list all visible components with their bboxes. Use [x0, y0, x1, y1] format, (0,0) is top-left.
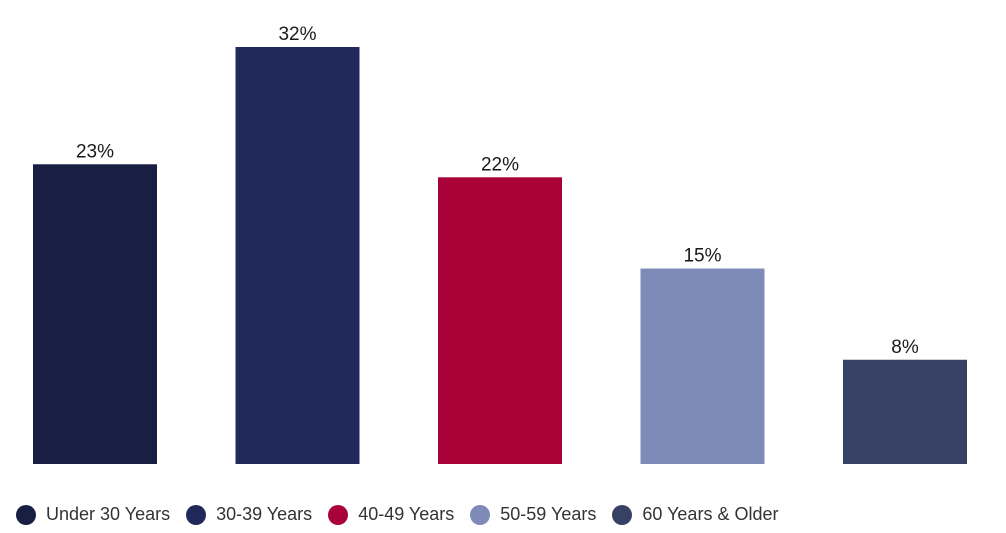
legend-dot-icon	[470, 504, 491, 525]
legend-dot-icon	[612, 504, 633, 525]
bar-chart: 23% 32% 22% 15% 8%	[33, 24, 967, 464]
bar-2	[235, 47, 360, 464]
legend-dot-icon	[16, 504, 36, 525]
bar-value-label: 32%	[278, 24, 316, 45]
legend-item-30-39: 30-39 Years	[186, 504, 312, 525]
legend-label: 50-59 Years	[500, 504, 597, 524]
legend-dot-icon	[186, 504, 207, 525]
legend-label: Under 30 Years	[46, 504, 171, 524]
legend-item-40-49: 40-49 Years	[328, 504, 454, 525]
bar-value-label: 22%	[481, 154, 519, 175]
legend-label: 30-39 Years	[216, 504, 313, 524]
legend-item-60-plus: 60 Years & Older	[612, 504, 778, 525]
legend-dot-icon	[328, 504, 349, 525]
bar-value-label: 15%	[683, 246, 721, 267]
legend-item-50-59: 50-59 Years	[470, 504, 596, 525]
bar-value-label: 23%	[76, 141, 114, 162]
bar-5	[843, 359, 967, 464]
legend-label: 60 Years & Older	[642, 504, 779, 524]
bar-1	[33, 164, 157, 464]
bar-4	[640, 268, 765, 464]
bar-value-label: 8%	[891, 337, 919, 358]
bar-3	[438, 177, 562, 464]
legend-item-under-30: Under 30 Years	[16, 504, 170, 525]
legend-label: 40-49 Years	[358, 504, 455, 524]
chart-legend: Under 30 Years 30-39 Years 40-49 Years 5…	[16, 504, 778, 525]
